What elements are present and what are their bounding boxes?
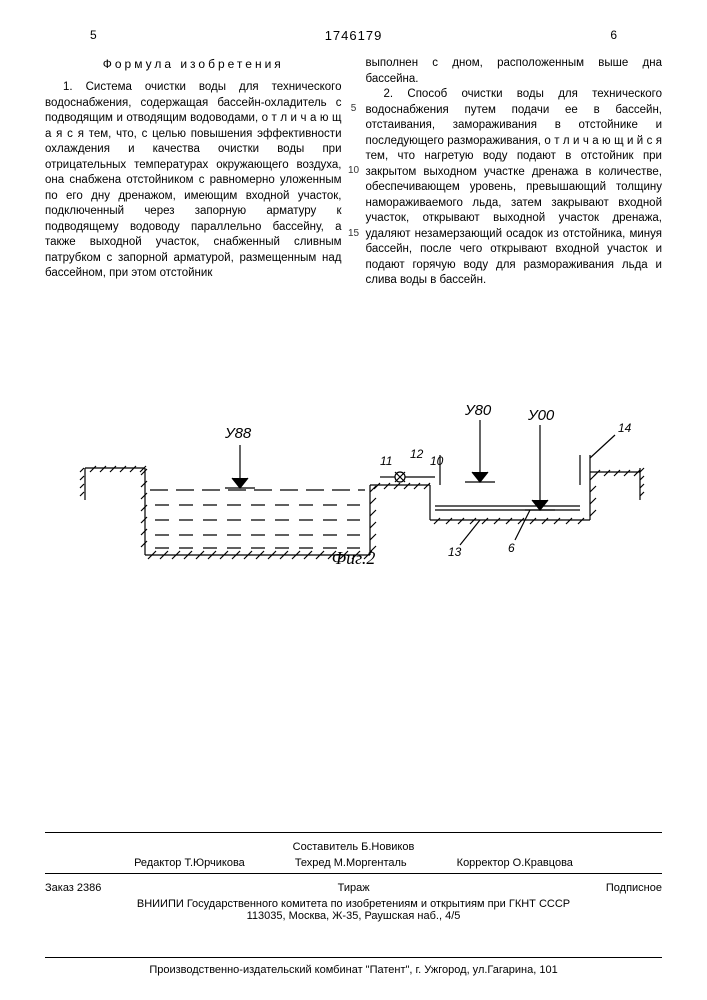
line-marker-5: 5 <box>351 103 357 114</box>
institution-address: 113035, Москва, Ж-35, Раушская наб., 4/5 <box>45 910 662 922</box>
claim-1: 1. Система очистки воды для технического… <box>45 80 342 282</box>
label-14: 14 <box>618 421 632 435</box>
circulation: Тираж <box>338 882 370 894</box>
column-left: Формула изобретения 1. Система очистки в… <box>45 56 342 289</box>
line-marker-15: 15 <box>348 228 359 239</box>
footer-block: Составитель Б.Новиков Редактор Т.Юрчиков… <box>45 828 662 922</box>
page: 5 1746179 6 5 10 15 Формула изобретения … <box>0 0 707 1000</box>
editor: Редактор Т.Юрчикова <box>134 857 245 869</box>
label-y80: У80 <box>464 402 492 419</box>
label-11: 11 <box>380 454 392 468</box>
label-6: 6 <box>508 541 515 555</box>
column-right: выполнен с дном, расположенным выше дна … <box>366 56 663 289</box>
document-number: 1746179 <box>325 28 383 43</box>
institution: ВНИИПИ Государственного комитета по изоб… <box>45 898 662 910</box>
claim-2: 2. Способ очистки воды для технического … <box>366 87 663 289</box>
label-12: 12 <box>410 447 424 461</box>
figure-caption: Фиг.2 <box>332 548 376 569</box>
section-title: Формула изобретения <box>45 56 342 72</box>
label-10: 10 <box>430 454 444 468</box>
techred: Техред М.Моргенталь <box>295 857 407 869</box>
compiler: Составитель Б.Новиков <box>45 837 662 853</box>
left-col-number: 5 <box>90 28 97 42</box>
print-info: Производственно-издательский комбинат "П… <box>45 957 662 976</box>
corrector: Корректор О.Кравцова <box>457 857 573 869</box>
right-col-number: 6 <box>610 28 617 42</box>
label-y00: У00 <box>527 407 555 424</box>
label-13: 13 <box>448 545 462 559</box>
line-marker-10: 10 <box>348 165 359 176</box>
order-number: Заказ 2386 <box>45 882 101 894</box>
claim-1-cont: выполнен с дном, расположенным выше дна … <box>366 56 663 87</box>
label-y88: У88 <box>224 425 252 442</box>
subscription: Подписное <box>606 882 662 894</box>
